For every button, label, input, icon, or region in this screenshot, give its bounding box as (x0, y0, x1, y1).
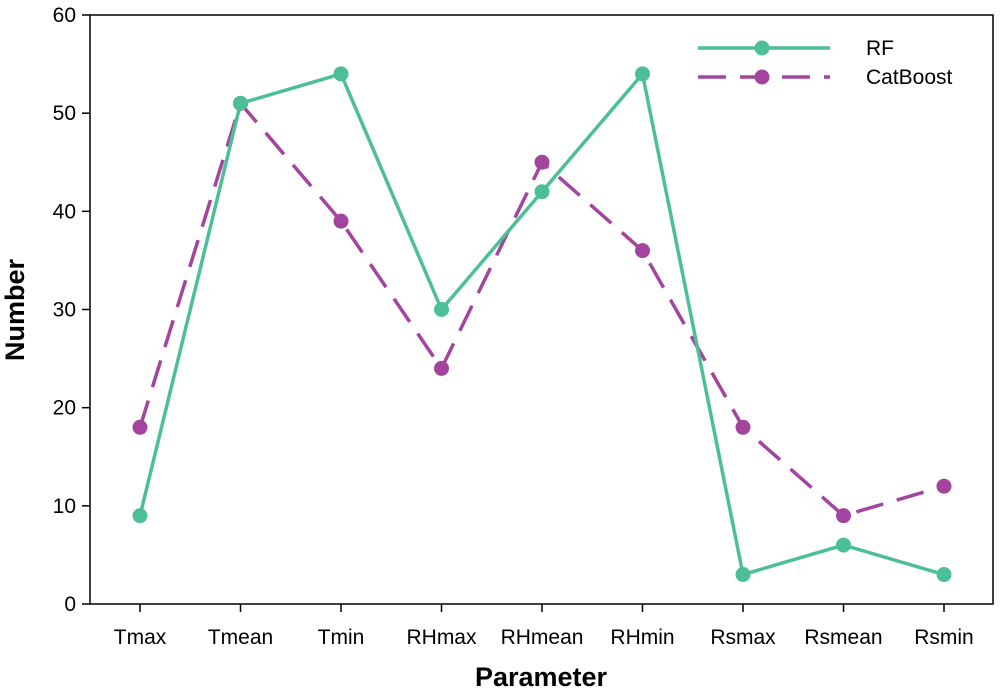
y-tick-label: 0 (64, 593, 76, 616)
y-axis: 0 10 20 30 40 50 60 (53, 4, 90, 616)
data-point-catboost (936, 478, 952, 494)
x-tick-label: Tmean (208, 626, 273, 649)
x-tick-label: Rsmean (804, 626, 882, 649)
data-point-rf (735, 567, 751, 583)
data-point-rf (635, 66, 650, 82)
data-point-rf (936, 567, 952, 583)
y-tick-label: 20 (53, 397, 76, 420)
x-tick-label: RHmean (501, 626, 584, 649)
x-axis-title: Parameter (475, 662, 608, 692)
y-tick-label: 10 (53, 495, 76, 518)
y-tick-label: 40 (53, 200, 76, 223)
legend: RF CatBoost (698, 37, 953, 89)
data-point-catboost (534, 154, 550, 170)
legend-marker-catboost (754, 69, 770, 85)
data-point-catboost (836, 508, 851, 524)
legend-label-rf: RF (866, 37, 894, 60)
x-tick-label: Tmin (318, 626, 365, 649)
y-axis-title: Number (0, 259, 30, 362)
x-tick-label: Rsmin (914, 626, 974, 649)
plot-area-frame (89, 14, 994, 605)
data-point-catboost (333, 213, 349, 229)
data-point-rf (132, 508, 148, 524)
y-tick-label: 60 (53, 4, 76, 27)
x-tick-label: RHmin (610, 626, 674, 649)
data-point-rf (333, 66, 349, 82)
legend-marker-rf (754, 40, 770, 56)
data-point-rf (534, 184, 550, 200)
x-axis: Tmax Tmean Tmin RHmax RHmean RHmin Rsmax Rsmean… (114, 604, 974, 649)
x-tick-label: Rsmax (710, 626, 776, 649)
series-layer (132, 66, 952, 583)
y-tick-label: 50 (53, 102, 76, 125)
data-point-rf (836, 537, 851, 553)
data-point-catboost (434, 360, 449, 376)
legend-label-catboost: CatBoost (866, 66, 953, 89)
y-tick-label: 30 (53, 299, 76, 322)
data-point-catboost (635, 243, 650, 259)
data-point-catboost (132, 419, 148, 435)
x-tick-label: Tmax (114, 626, 167, 649)
x-tick-label: RHmax (406, 626, 477, 649)
data-point-rf (434, 302, 449, 317)
data-point-catboost (735, 419, 751, 435)
data-point-rf (233, 95, 248, 111)
